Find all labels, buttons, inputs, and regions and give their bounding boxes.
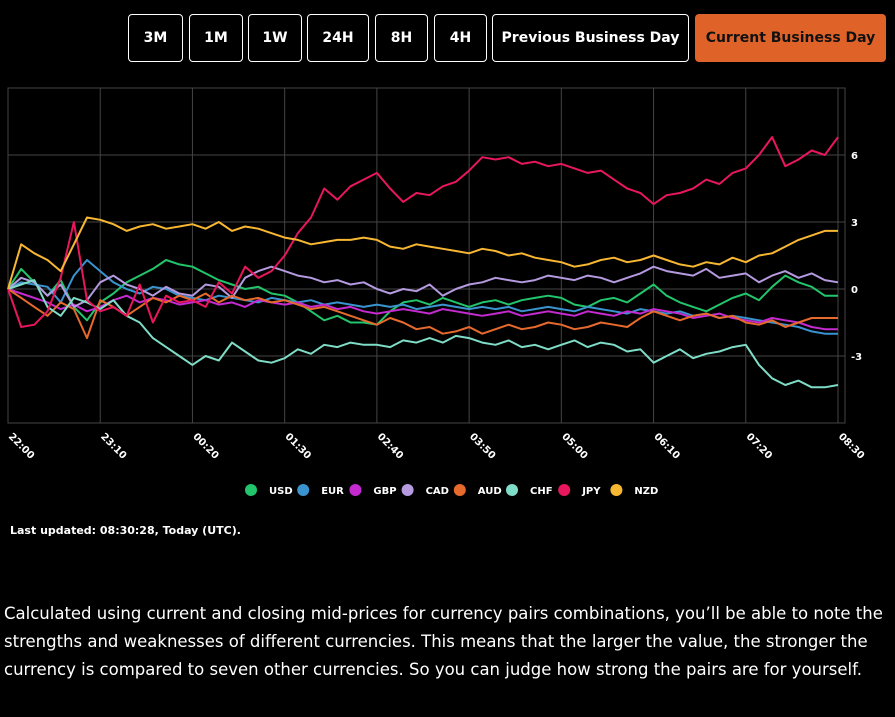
- legend-marker: [506, 484, 518, 496]
- legend-label: GBP: [373, 486, 396, 497]
- x-tick-label: 08:30: [836, 431, 866, 461]
- legend-marker: [401, 484, 414, 496]
- y-tick-label: -3: [851, 352, 862, 363]
- range-button[interactable]: 1W: [248, 14, 302, 62]
- range-button[interactable]: 1M: [189, 14, 243, 62]
- series-line: [7, 279, 839, 389]
- y-tick-label: 6: [851, 151, 858, 162]
- legend-label: EUR: [321, 486, 344, 497]
- series-line: [7, 288, 838, 331]
- range-button[interactable]: Current Business Day: [695, 14, 886, 62]
- legend-label: JPY: [581, 486, 601, 497]
- x-tick-label: 02:40: [375, 431, 405, 461]
- x-tick-label: 23:10: [98, 431, 128, 461]
- last-updated: Last updated: 08:30:28, Today (UTC).: [10, 524, 241, 537]
- x-tick-label: 00:20: [190, 431, 220, 461]
- x-tick-label: 22:00: [6, 431, 36, 461]
- plot-frame: [7, 87, 846, 424]
- series-line: [7, 259, 838, 335]
- legend-label: NZD: [634, 486, 658, 497]
- chart: -3 0 3 6 22:00 23:10 00:20 01:30 02:40 03:50 05:00…: [6, 87, 866, 497]
- legend-marker: [558, 484, 571, 496]
- series-line: [7, 288, 838, 340]
- legend-marker: [453, 484, 466, 496]
- legend-marker: [245, 484, 257, 496]
- series-line: [7, 216, 838, 290]
- legend-marker: [297, 484, 310, 496]
- legend-label: CHF: [530, 486, 553, 497]
- range-button[interactable]: Previous Business Day: [492, 14, 689, 62]
- legend-label: CAD: [426, 486, 449, 497]
- series-line: [7, 259, 838, 326]
- legend-label: AUD: [478, 486, 502, 497]
- description: Calculated using current and closing mid…: [4, 604, 883, 679]
- y-tick-label: 3: [851, 218, 858, 229]
- series-line: [7, 136, 839, 328]
- series-line: [7, 265, 839, 308]
- x-tick-label: 07:20: [744, 431, 774, 461]
- range-button[interactable]: 24H: [307, 14, 369, 62]
- x-tick-label: 03:50: [467, 431, 497, 461]
- y-tick-label: 0: [851, 285, 858, 296]
- range-button[interactable]: 3M: [128, 14, 183, 62]
- range-button[interactable]: 4H: [434, 14, 487, 62]
- legend-label: USD: [269, 486, 293, 497]
- x-tick-label: 05:00: [559, 431, 589, 461]
- legend-marker: [349, 484, 362, 496]
- x-tick-label: 06:10: [651, 431, 681, 461]
- legend-marker: [610, 484, 623, 496]
- range-button[interactable]: 8H: [375, 14, 428, 62]
- x-tick-label: 01:30: [283, 431, 313, 461]
